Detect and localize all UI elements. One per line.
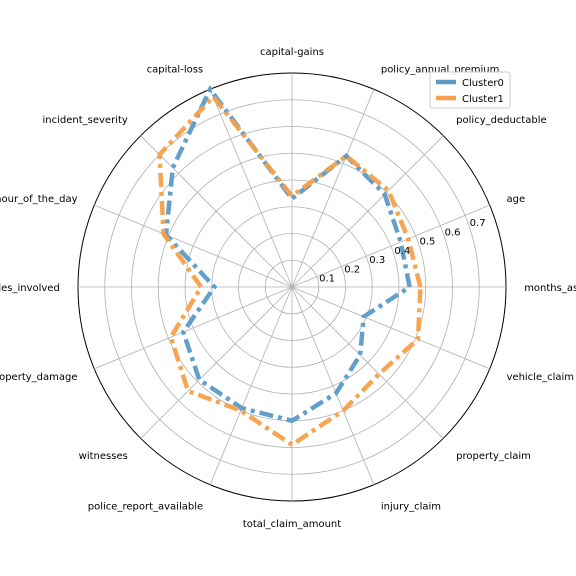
axis-label-property_claim: property_claim [456,451,531,462]
spoke-gridline [291,135,444,288]
axis-label-vehicle_claim: vehicle_claim [507,372,575,383]
spoke-gridline [209,89,293,288]
axis-label-capital-loss: capital-loss [147,64,204,75]
legend-label-Cluster0: Cluster0 [462,78,504,89]
spoke-gridline [209,286,293,485]
radial-tick-label: 0.2 [344,264,360,275]
grid-layer [77,72,507,502]
spoke-gridline [140,286,293,439]
axis-label-property_damage: property_damage [0,372,77,383]
axis-label-policy_deductable: policy_deductable [456,115,546,126]
radial-tick-label: 0.1 [319,274,335,285]
spoke-gridline [291,286,375,485]
axis-label-incident_severity: incident_severity [43,115,128,126]
legend: Cluster0 Cluster1 [429,71,511,109]
spoke-gridline [291,204,490,288]
legend-label-Cluster1: Cluster1 [462,94,504,105]
spoke-gridline [291,89,375,288]
radial-tick-label: 0.7 [470,218,486,229]
axis-label-number_of_vehicles_involved: number_of_vehicles_involved [0,283,60,294]
axis-label-total_claim_amount: total_claim_amount [243,519,341,530]
series-layer [157,84,423,448]
series-line-Cluster0 [163,84,413,424]
axis-label-capital-gains: capital-gains [260,47,324,58]
radial-tick-label: 0.6 [445,227,461,238]
radial-tick-label: 0.5 [419,237,435,248]
axis-label-injury_claim: injury_claim [381,502,441,513]
axis-label-months_as_customer: months_as_customer [524,283,576,294]
spoke-gridline [94,204,293,288]
spoke-gridline [140,135,293,288]
radial-tick-label: 0.4 [394,246,410,257]
label-layer: 0.1 0.2 0.3 0.4 0.5 0.6 0.7 months_as_customer a… [0,47,576,530]
axis-label-police_report_available: police_report_available [88,502,203,513]
spoke-gridline [94,286,293,370]
spoke-gridline [291,286,444,439]
series-line-Cluster1 [157,93,423,448]
axis-label-policy_annual_premium: policy_annual_premium [381,64,499,75]
spoke-gridline [291,286,490,370]
axis-label-witnesses: witnesses [79,451,128,462]
axis-label-age: age [507,194,526,205]
radial-tick-label: 0.3 [369,255,385,266]
axis-label-incident_hour_of_the_day: incident_hour_of_the_day [0,194,78,205]
